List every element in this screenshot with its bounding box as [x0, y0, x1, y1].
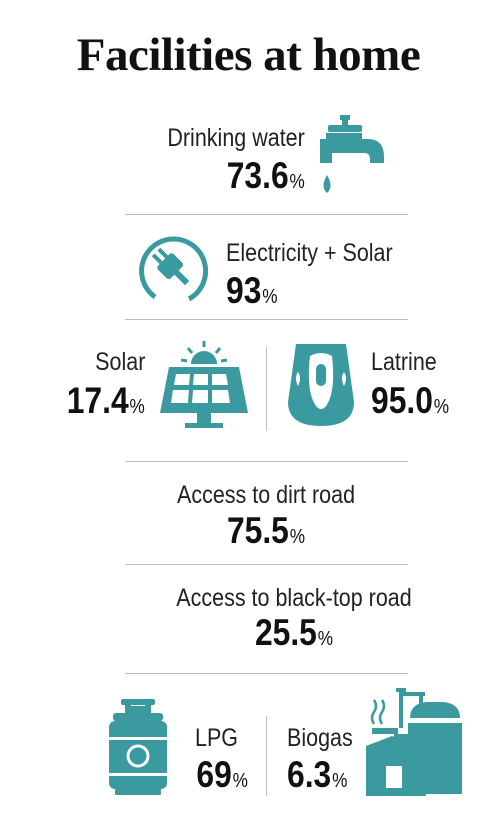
divider	[125, 319, 408, 320]
biogas-number: 6.3	[287, 754, 332, 795]
solar-panel-icon	[157, 340, 251, 432]
solar-number: 17.4	[66, 380, 129, 421]
drinking-water-unit: %	[289, 171, 305, 193]
solar-unit: %	[129, 396, 145, 418]
drinking-water-label: Drinking water	[167, 124, 305, 152]
divider	[266, 347, 267, 431]
gas-cylinder-icon	[107, 697, 169, 797]
squat-toilet-icon	[286, 342, 356, 428]
solar-value: 17.4%	[67, 382, 145, 419]
latrine-number: 95.0	[371, 380, 433, 421]
blacktop-road-unit: %	[317, 628, 334, 650]
electricity-solar-unit: %	[262, 286, 278, 308]
solar-label: Solar	[94, 348, 145, 376]
latrine-label: Latrine	[371, 348, 437, 376]
latrine-value: 95.0%	[371, 382, 449, 419]
divider	[266, 716, 267, 796]
divider	[125, 461, 408, 462]
dirt-road-label: Access to dirt road	[176, 481, 356, 509]
page-title: Facilities at home	[76, 29, 421, 81]
electricity-solar-value: 93%	[226, 272, 278, 309]
water-tap-icon	[318, 113, 390, 205]
electricity-solar-label: Electricity + Solar	[226, 239, 393, 267]
lpg-unit: %	[232, 770, 248, 792]
dirt-road-value: 75.5%	[37, 512, 495, 549]
blacktop-road-label: Access to black-top road	[176, 584, 412, 612]
lpg-number: 69	[196, 754, 232, 795]
dirt-road-unit: %	[289, 526, 306, 548]
lpg-value: 69%	[196, 756, 248, 793]
dirt-road-number: 75.5	[226, 510, 289, 551]
blacktop-road-value: 25.5%	[41, 614, 497, 651]
drinking-water-number: 73.6	[226, 155, 289, 196]
divider	[125, 673, 408, 674]
blacktop-road-number: 25.5	[254, 612, 317, 653]
power-plug-icon	[135, 231, 211, 307]
biogas-value: 6.3%	[287, 756, 347, 793]
divider	[125, 214, 408, 215]
electricity-solar-number: 93	[226, 270, 262, 311]
lpg-label: LPG	[194, 724, 238, 752]
biogas-unit: %	[332, 770, 348, 792]
drinking-water-value: 73.6%	[227, 157, 305, 194]
latrine-unit: %	[433, 396, 450, 418]
biogas-plant-icon	[364, 684, 468, 798]
biogas-label: Biogas	[287, 724, 353, 752]
divider	[125, 564, 408, 565]
